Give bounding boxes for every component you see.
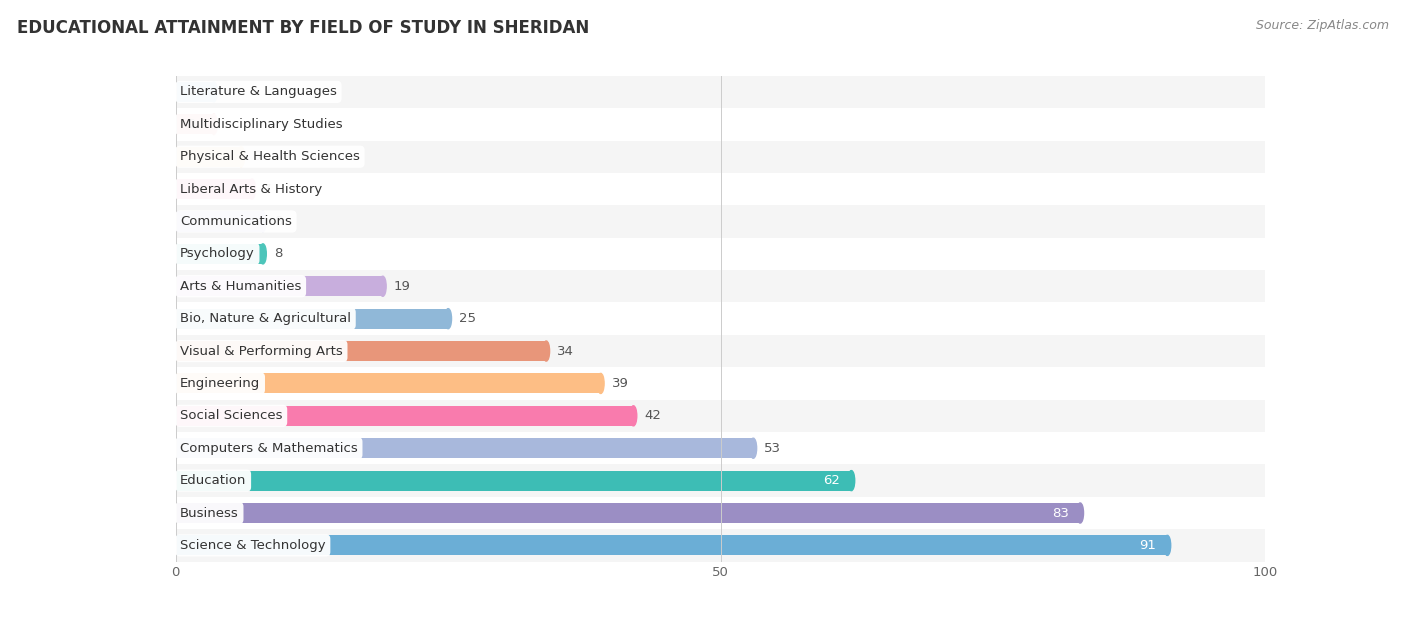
Circle shape — [380, 276, 387, 297]
Text: Education: Education — [180, 474, 246, 487]
Text: 8: 8 — [274, 215, 283, 228]
Circle shape — [173, 374, 179, 394]
Text: Liberal Arts & History: Liberal Arts & History — [180, 182, 322, 196]
Circle shape — [173, 438, 179, 458]
Bar — [176, 497, 1265, 529]
Bar — [176, 438, 754, 458]
Text: 6: 6 — [252, 150, 260, 163]
Circle shape — [173, 244, 179, 264]
Circle shape — [444, 309, 451, 329]
Circle shape — [598, 374, 605, 394]
Bar — [176, 244, 263, 264]
Circle shape — [211, 82, 218, 102]
Text: 19: 19 — [394, 280, 411, 293]
Bar — [176, 399, 1265, 432]
Bar — [176, 464, 1265, 497]
Bar — [176, 341, 546, 361]
Circle shape — [249, 179, 256, 199]
Bar — [176, 374, 600, 394]
Text: 62: 62 — [824, 474, 841, 487]
Text: Science & Technology: Science & Technology — [180, 539, 326, 552]
Text: Social Sciences: Social Sciences — [180, 410, 283, 422]
Text: 83: 83 — [1052, 507, 1070, 519]
Bar — [176, 309, 449, 329]
Bar — [176, 173, 1265, 205]
Text: Multidisciplinary Studies: Multidisciplinary Studies — [180, 118, 343, 131]
Bar — [176, 367, 1265, 399]
Circle shape — [173, 309, 179, 329]
Bar — [176, 108, 1265, 141]
Text: 25: 25 — [458, 312, 477, 325]
Text: 91: 91 — [1139, 539, 1157, 552]
Circle shape — [848, 471, 855, 491]
Text: 8: 8 — [274, 247, 283, 261]
Bar — [176, 471, 852, 491]
Circle shape — [1164, 535, 1171, 555]
Circle shape — [173, 114, 179, 134]
Text: 0: 0 — [187, 85, 195, 98]
Bar — [176, 406, 633, 426]
Circle shape — [173, 179, 179, 199]
Bar — [176, 179, 252, 199]
Text: Arts & Humanities: Arts & Humanities — [180, 280, 301, 293]
Text: Business: Business — [180, 507, 239, 519]
Bar — [176, 205, 1265, 238]
Text: Physical & Health Sciences: Physical & Health Sciences — [180, 150, 360, 163]
Text: Source: ZipAtlas.com: Source: ZipAtlas.com — [1256, 19, 1389, 32]
Circle shape — [173, 276, 179, 297]
Circle shape — [543, 341, 550, 361]
Bar — [176, 302, 1265, 335]
Circle shape — [173, 406, 179, 426]
Circle shape — [173, 146, 179, 167]
Bar — [176, 238, 1265, 270]
Text: 39: 39 — [612, 377, 628, 390]
Bar — [176, 276, 382, 297]
Bar — [176, 335, 1265, 367]
Bar — [176, 76, 1265, 108]
Bar — [176, 82, 214, 102]
Circle shape — [260, 211, 266, 232]
Circle shape — [173, 82, 179, 102]
Bar — [176, 529, 1265, 562]
Text: Bio, Nature & Agricultural: Bio, Nature & Agricultural — [180, 312, 352, 325]
Text: 42: 42 — [644, 410, 661, 422]
Circle shape — [630, 406, 637, 426]
Bar — [176, 211, 263, 232]
Bar — [176, 141, 1265, 173]
Bar — [176, 146, 242, 167]
Bar — [176, 503, 1080, 523]
Text: Communications: Communications — [180, 215, 292, 228]
Text: Visual & Performing Arts: Visual & Performing Arts — [180, 345, 343, 358]
Text: 34: 34 — [557, 345, 574, 358]
Circle shape — [260, 244, 266, 264]
Bar — [176, 270, 1265, 302]
Circle shape — [173, 535, 179, 555]
Text: EDUCATIONAL ATTAINMENT BY FIELD OF STUDY IN SHERIDAN: EDUCATIONAL ATTAINMENT BY FIELD OF STUDY… — [17, 19, 589, 37]
Text: Engineering: Engineering — [180, 377, 260, 390]
Circle shape — [1077, 503, 1084, 523]
Bar — [176, 114, 214, 134]
Circle shape — [173, 471, 179, 491]
Circle shape — [173, 211, 179, 232]
Text: 53: 53 — [765, 442, 782, 455]
Circle shape — [173, 341, 179, 361]
Text: Literature & Languages: Literature & Languages — [180, 85, 337, 98]
Bar — [176, 535, 1167, 555]
Text: 7: 7 — [263, 182, 271, 196]
Text: 0: 0 — [187, 118, 195, 131]
Circle shape — [749, 438, 756, 458]
Circle shape — [173, 503, 179, 523]
Bar — [176, 432, 1265, 464]
Circle shape — [238, 146, 245, 167]
Text: Psychology: Psychology — [180, 247, 254, 261]
Circle shape — [211, 114, 218, 134]
Text: Computers & Mathematics: Computers & Mathematics — [180, 442, 359, 455]
